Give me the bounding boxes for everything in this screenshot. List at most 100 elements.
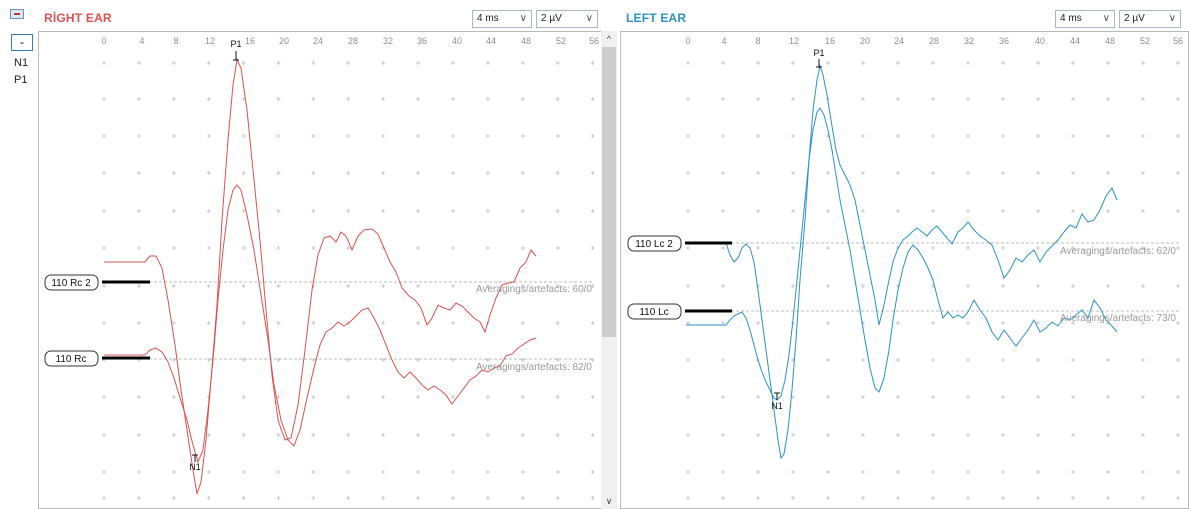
trace-tag-lc2[interactable]: 110 Lc 2: [627, 235, 732, 252]
right-grid-mark: [206, 209, 211, 213]
left-peak-n1[interactable]: N1: [771, 392, 783, 411]
trace-tag-lc2-label: 110 Lc 2: [635, 239, 673, 250]
right-grid-mark: [241, 171, 246, 175]
right-grid-mark: [102, 246, 106, 250]
right-time-scale-select[interactable]: 4 ms ∨: [472, 10, 532, 28]
left-grid-mark: [1106, 171, 1110, 175]
left-time-scale-select[interactable]: 4 ms ∨: [1055, 10, 1115, 28]
left-tick-56: 56: [1173, 36, 1183, 46]
left-grid-mark: [1001, 433, 1005, 437]
right-grid-mark: [451, 246, 455, 250]
right-grid-mark: [171, 246, 176, 250]
left-grid-mark: [896, 97, 900, 101]
right-plot-scrollbar[interactable]: ^ ∨: [601, 31, 617, 509]
right-peak-p1[interactable]: P1: [230, 39, 242, 61]
left-amp-scale-select[interactable]: 2 µV ∨: [1119, 10, 1181, 28]
left-tick-36: 36: [999, 36, 1009, 46]
right-grid-mark: [485, 61, 490, 65]
left-grid-mark: [1176, 395, 1180, 399]
right-grid-mark: [555, 246, 560, 250]
right-grid-mark: [416, 97, 421, 101]
left-grid-mark: [721, 496, 725, 500]
right-grid-mark: [485, 97, 490, 101]
trace-tag-lc[interactable]: 110 Lc: [627, 303, 732, 320]
left-ear-plot[interactable]: [620, 31, 1189, 509]
left-grid-mark: [1106, 134, 1110, 138]
right-grid-mark: [485, 209, 490, 213]
left-grid-mark: [1036, 209, 1040, 213]
waveform-display-icon[interactable]: [10, 9, 24, 19]
trace-tag-rc[interactable]: 110 Rc: [44, 350, 150, 367]
left-grid-mark: [1036, 470, 1040, 474]
right-grid-mark: [451, 134, 455, 138]
left-grid-mark: [931, 496, 935, 500]
right-grid-mark: [485, 284, 490, 288]
right-grid-mark: [451, 496, 455, 500]
chevron-down-icon[interactable]: ∨: [605, 496, 613, 506]
collapse-button[interactable]: -: [11, 34, 33, 51]
left-tick-4: 4: [721, 36, 726, 46]
left-grid-mark: [686, 171, 690, 175]
left-grid-mark: [721, 134, 725, 138]
right-grid-mark: [485, 171, 490, 175]
left-amp-scale-value: 2 µV: [1124, 13, 1145, 24]
left-grid-mark: [1176, 134, 1180, 138]
right-grid-mark: [206, 61, 211, 65]
right-ear-plot[interactable]: [38, 31, 602, 509]
right-grid-mark: [451, 321, 455, 325]
right-grid-mark: [206, 470, 211, 474]
right-grid-mark: [590, 395, 595, 399]
right-grid-mark: [311, 358, 316, 362]
right-grid-mark: [206, 284, 211, 288]
left-grid-mark: [826, 61, 830, 65]
left-grid-mark: [966, 209, 970, 213]
right-grid-mark: [416, 284, 421, 288]
left-grid-mark: [966, 321, 970, 325]
left-grid-mark: [931, 358, 935, 362]
left-grid-mark: [686, 61, 690, 65]
right-grid-mark: [416, 433, 421, 437]
scrollbar-thumb[interactable]: [602, 47, 616, 337]
right-grid-mark: [555, 358, 560, 362]
right-grid-mark: [451, 209, 455, 213]
left-grid-mark: [966, 171, 970, 175]
left-grid-mark: [721, 358, 725, 362]
left-peak-p1[interactable]: P1: [813, 48, 825, 68]
left-grid-mark: [721, 246, 725, 250]
right-amp-scale-select[interactable]: 2 µV ∨: [536, 10, 598, 28]
left-status-lc2: Averagings/artefacts: 62/0: [1060, 246, 1176, 257]
left-grid-mark: [1141, 496, 1145, 500]
marker-item-p1[interactable]: P1: [14, 74, 28, 86]
trace-tag-rc-label: 110 Rc: [56, 354, 87, 365]
left-grid-mark: [896, 433, 900, 437]
left-peak-n1-label: N1: [771, 401, 783, 411]
left-grid-mark: [861, 433, 865, 437]
right-grid-mark: [241, 284, 246, 288]
chevron-up-icon[interactable]: ^: [606, 34, 612, 44]
left-grid-mark: [686, 321, 690, 325]
right-grid-mark: [136, 97, 141, 101]
right-grid-mark: [520, 246, 525, 250]
left-grid-mark: [826, 284, 830, 288]
right-grid-mark: [171, 284, 176, 288]
left-grid-mark: [861, 395, 865, 399]
right-grid-mark: [451, 61, 455, 65]
left-grid-mark: [686, 284, 690, 288]
right-grid-mark: [416, 171, 421, 175]
left-grid-mark: [721, 171, 725, 175]
left-grid-mark: [966, 358, 970, 362]
right-grid-mark: [171, 97, 176, 101]
left-grid-mark: [1071, 246, 1075, 250]
right-grid-mark: [276, 358, 281, 362]
right-grid-mark: [485, 134, 490, 138]
left-grid-mark: [1001, 134, 1005, 138]
trace-tag-rc2[interactable]: 110 Rc 2: [44, 274, 150, 291]
right-grid-mark: [590, 209, 595, 213]
marker-item-n1[interactable]: N1: [14, 57, 29, 69]
left-grid-mark: [1036, 97, 1040, 101]
right-grid-mark: [520, 134, 525, 138]
left-grid-mark: [966, 496, 970, 500]
right-grid-mark: [346, 209, 351, 213]
right-peak-n1[interactable]: N1: [189, 454, 201, 472]
